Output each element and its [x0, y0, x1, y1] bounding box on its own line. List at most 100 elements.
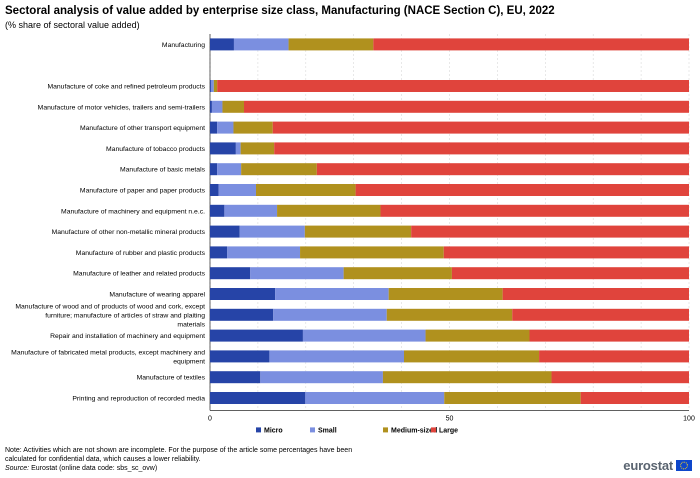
bar-segment-micro[interactable] [210, 142, 236, 155]
bar-segment-medium-sized[interactable] [388, 288, 503, 300]
bar-segment-micro[interactable] [210, 38, 234, 51]
legend-label[interactable]: Large [439, 427, 458, 434]
bar-segment-small[interactable] [275, 288, 389, 300]
bar-segment-micro[interactable] [210, 246, 228, 259]
legend-label[interactable]: Small [318, 427, 337, 434]
bar-segment-large[interactable] [380, 204, 689, 217]
source-line: Source: Eurostat (online data code: sbs_… [5, 464, 157, 473]
bar-segment-large[interactable] [512, 308, 689, 321]
bar-segment-micro[interactable] [210, 80, 211, 92]
bar-segment-micro[interactable] [210, 308, 274, 321]
category-label: Manufacture of coke and refined petroleu… [47, 84, 205, 91]
bar-segment-large[interactable] [551, 371, 689, 384]
footnote: Note: Activities which are not shown are… [5, 447, 353, 463]
bar-segment-medium-sized[interactable] [386, 308, 513, 321]
bar-segment-micro[interactable] [210, 100, 212, 113]
category-label: Manufacturing [162, 42, 205, 49]
bar-segment-medium-sized[interactable] [241, 163, 317, 176]
bar-segment-large[interactable] [539, 350, 689, 363]
legend-swatch [256, 427, 261, 433]
bar-segment-small[interactable] [211, 100, 223, 113]
legend-swatch [383, 427, 388, 433]
bar-segment-small[interactable] [227, 246, 301, 259]
bar-segment-medium-sized[interactable] [343, 267, 452, 280]
bar-segment-medium-sized[interactable] [288, 38, 374, 51]
bar-segment-medium-sized[interactable] [304, 225, 412, 238]
category-label: Manufacture of other non-metallic minera… [52, 229, 206, 236]
bar-segment-large[interactable] [355, 184, 689, 196]
bar-segment-medium-sized[interactable] [425, 329, 530, 342]
bar-segment-small[interactable] [269, 350, 404, 363]
eu-flag-icon [676, 460, 692, 471]
bar-segment-micro[interactable] [210, 184, 219, 196]
legend-swatch [431, 427, 436, 433]
bar-segment-medium-sized[interactable] [382, 371, 552, 384]
bar-segment-small[interactable] [305, 392, 445, 404]
bar-segment-micro[interactable] [210, 204, 225, 217]
bar-segment-medium-sized[interactable] [403, 350, 540, 363]
bar-segment-micro[interactable] [210, 392, 306, 404]
category-label: Manufacture of textiles [137, 375, 206, 382]
bar-segment-micro[interactable] [210, 329, 303, 342]
bar-segment-small[interactable] [218, 184, 256, 196]
category-labels: Manufacturing Manufacture of coke and ref… [11, 42, 205, 403]
bar-segment-medium-sized[interactable] [213, 80, 218, 92]
bar-segment-small[interactable] [224, 204, 278, 217]
source-text: Eurostat (online data code: sbs_sc_ovw) [31, 465, 158, 472]
bar-segment-large[interactable] [244, 100, 689, 113]
bar-segment-small[interactable] [273, 308, 387, 321]
bar-segment-large[interactable] [580, 392, 689, 404]
bar-segment-small[interactable] [233, 38, 289, 51]
bar-segment-small[interactable] [250, 267, 344, 280]
bar-segment-micro[interactable] [210, 121, 218, 134]
grid-lines [209, 34, 690, 411]
legend-swatch [310, 427, 315, 433]
category-label: Manufacture of other transport equipment [80, 125, 205, 132]
bar-segment-medium-sized[interactable] [277, 204, 381, 217]
category-label: Manufacture of wearing apparel [109, 292, 205, 299]
chart-subtitle: (% share of sectoral value added) [5, 20, 140, 30]
bar-segment-medium-sized[interactable] [240, 142, 275, 155]
bar-segment-large[interactable] [274, 142, 689, 155]
bar-segment-large[interactable] [373, 38, 689, 51]
bar-segment-small[interactable] [260, 371, 383, 384]
bar-segment-medium-sized[interactable] [444, 392, 581, 404]
bar-segment-small[interactable] [210, 80, 214, 92]
x-tick-label: 50 [446, 415, 454, 422]
bar-segment-micro[interactable] [210, 163, 218, 176]
bar-segment-micro[interactable] [210, 225, 240, 238]
legend-label[interactable]: Medium-sized [391, 427, 437, 434]
bars [210, 38, 689, 404]
bar-segment-micro[interactable] [210, 288, 276, 300]
x-tick-label: 0 [208, 415, 212, 422]
bar-segment-micro[interactable] [210, 350, 270, 363]
bar-segment-large[interactable] [529, 329, 689, 342]
bar-segment-large[interactable] [272, 121, 689, 134]
bar-segment-large[interactable] [411, 225, 689, 238]
category-label: Repair and installation of machinery and… [50, 333, 205, 340]
bar-segment-medium-sized[interactable] [222, 100, 245, 113]
bar-segment-small[interactable] [239, 225, 305, 238]
bar-segment-large[interactable] [217, 80, 689, 92]
bar-segment-small[interactable] [217, 163, 242, 176]
bar-segment-large[interactable] [316, 163, 689, 176]
category-label: Manufacture of tobacco products [106, 146, 206, 153]
chart-title: Sectoral analysis of value added by ente… [5, 5, 555, 17]
bar-segment-large[interactable] [502, 288, 689, 300]
bar-segment-micro[interactable] [210, 371, 261, 384]
x-axis-ticks: 0 50 100 [208, 415, 695, 422]
bar-segment-medium-sized[interactable] [300, 246, 444, 259]
category-label: Manufacture of fabricated metal products… [11, 349, 205, 365]
legend-label[interactable]: Micro [264, 427, 283, 434]
bar-segment-large[interactable] [443, 246, 689, 259]
bar-segment-medium-sized[interactable] [233, 121, 273, 134]
stacked-bar-chart: Manufacturing Manufacture of coke and ref… [11, 34, 695, 434]
bar-segment-small[interactable] [302, 329, 426, 342]
eurostat-logo[interactable]: eurostat [623, 458, 692, 473]
bar-segment-small[interactable] [217, 121, 234, 134]
bar-segment-large[interactable] [451, 267, 689, 280]
bar-segment-medium-sized[interactable] [255, 184, 356, 196]
category-label: Manufacture of paper and paper products [80, 188, 206, 195]
bar-segment-small[interactable] [235, 142, 241, 155]
bar-segment-micro[interactable] [210, 267, 251, 280]
